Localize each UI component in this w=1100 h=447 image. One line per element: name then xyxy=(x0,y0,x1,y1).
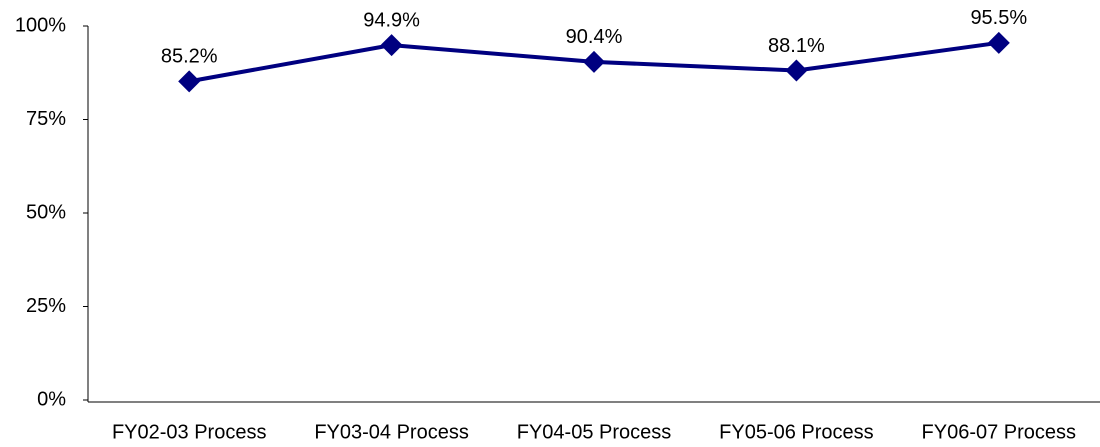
y-tick-label: 0% xyxy=(37,388,66,410)
marker xyxy=(785,59,808,82)
data-label: 95.5% xyxy=(970,7,1027,29)
y-tick-label: 50% xyxy=(26,201,66,223)
marker xyxy=(583,50,605,73)
data-label: 94.9% xyxy=(363,9,420,31)
x-tick-label: FY02-03 Process xyxy=(112,421,267,443)
data-label: 88.1% xyxy=(768,35,825,57)
y-tick-label: 100% xyxy=(15,14,66,36)
x-tick-label: FY03-04 Process xyxy=(314,421,469,443)
data-label: 85.2% xyxy=(161,46,218,68)
y-tick-label: 25% xyxy=(26,295,66,317)
x-tick-label: FY04-05 Process xyxy=(517,421,672,443)
data-label: 90.4% xyxy=(566,26,623,48)
y-tick-label: 75% xyxy=(26,108,66,130)
x-tick-label: FY06-07 Process xyxy=(922,421,1077,443)
marker xyxy=(178,70,201,93)
marker xyxy=(380,34,403,57)
x-tick-label: FY05-06 Process xyxy=(719,421,874,443)
marker xyxy=(987,31,1010,54)
